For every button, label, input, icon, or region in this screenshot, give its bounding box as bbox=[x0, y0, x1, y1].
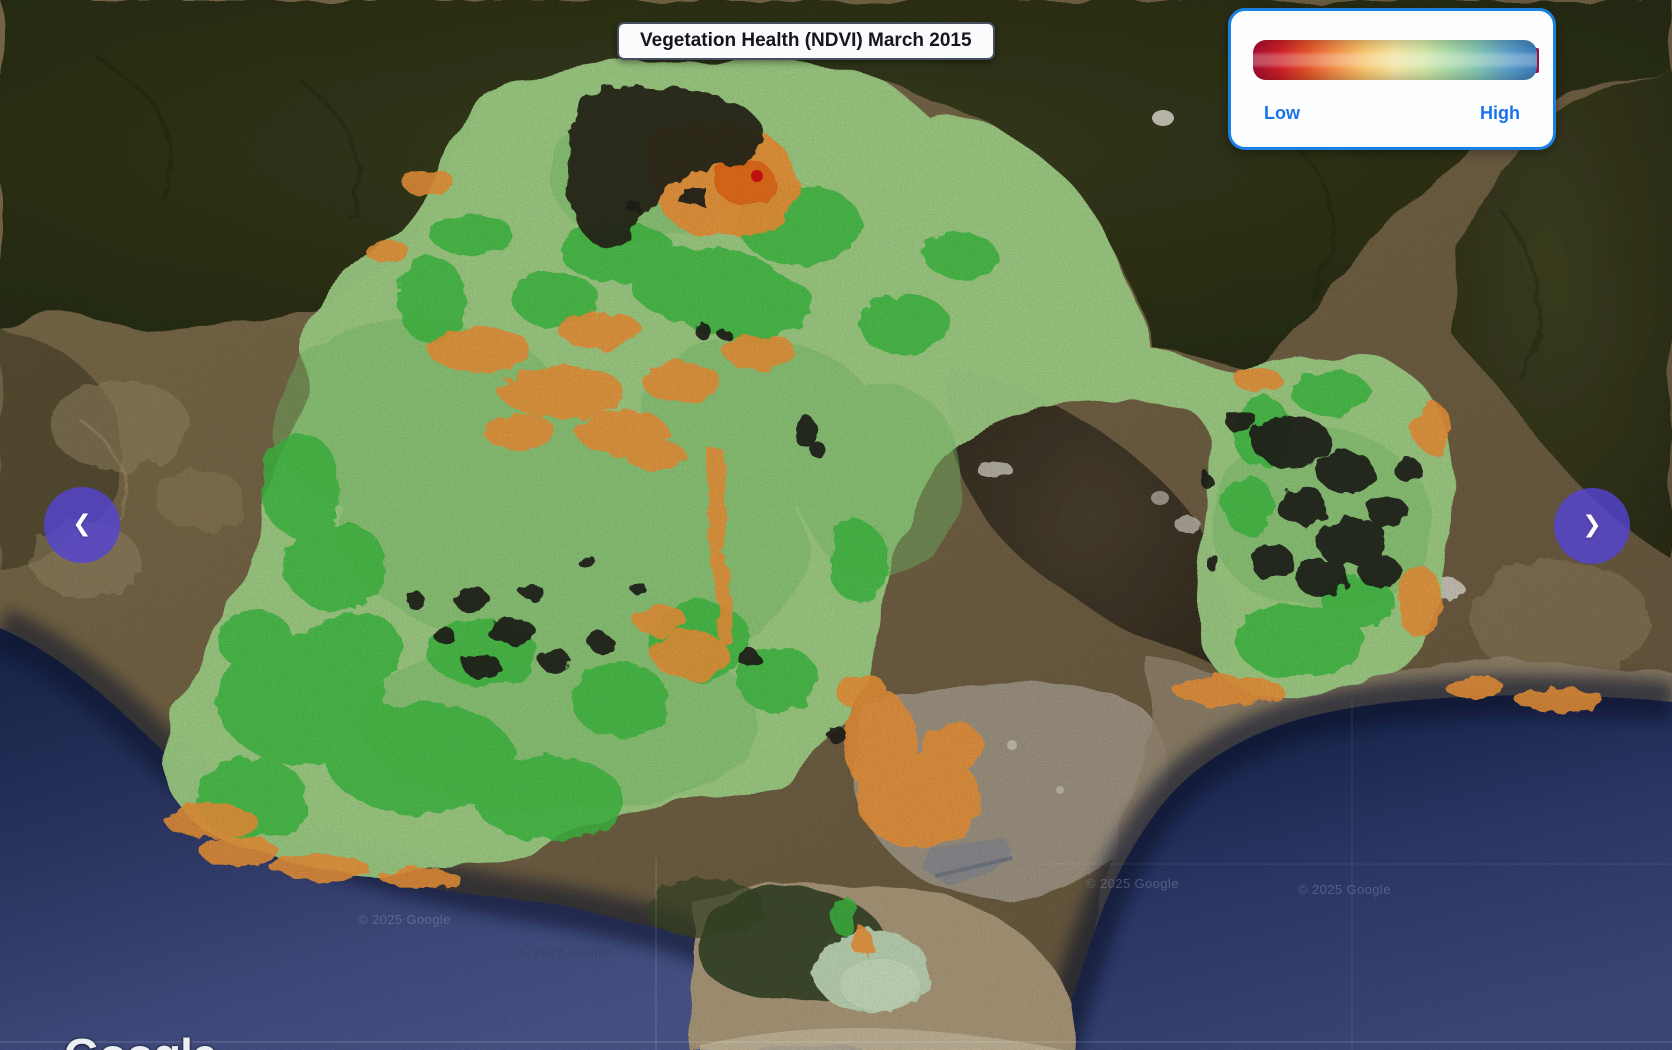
tile-seams bbox=[0, 700, 1672, 1050]
legend-low-label: Low bbox=[1264, 103, 1300, 123]
map-watermark: © 2025 Google bbox=[358, 912, 451, 927]
map-watermark: © 2025 Google bbox=[1298, 882, 1391, 897]
ndvi-legend: Low High bbox=[1228, 8, 1556, 150]
map-watermark: © 2025 Google bbox=[1086, 876, 1179, 891]
legend-labels: Low High bbox=[1253, 103, 1531, 124]
legend-gradient-wrap bbox=[1253, 40, 1539, 80]
previous-month-button[interactable]: ❮ bbox=[44, 487, 120, 563]
map-watermark: © 2025 Google bbox=[520, 944, 613, 959]
chevron-right-icon: ❯ bbox=[1582, 512, 1602, 538]
map-title: Vegetation Health (NDVI) March 2015 bbox=[617, 22, 995, 60]
next-month-button[interactable]: ❯ bbox=[1554, 488, 1630, 564]
google-logo: Google bbox=[64, 1028, 217, 1050]
legend-high-label: High bbox=[1480, 103, 1520, 123]
chevron-left-icon: ❮ bbox=[72, 511, 92, 537]
legend-gradient-bar bbox=[1253, 40, 1537, 80]
